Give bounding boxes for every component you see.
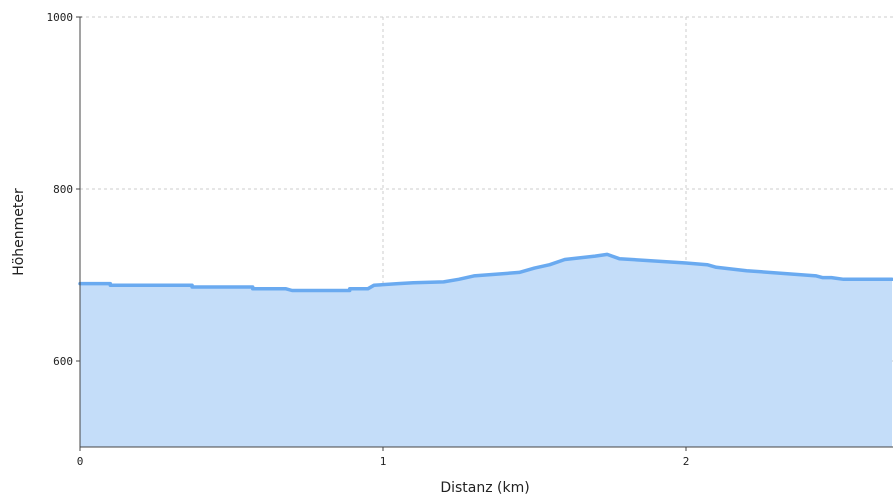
x-tick-label: 2: [683, 455, 690, 468]
tick-labels: 600 800 1000 0 1 2: [47, 11, 690, 468]
y-tick-label: 600: [53, 355, 73, 368]
x-axis-title: Distanz (km): [440, 480, 529, 496]
y-tick-label: 1000: [47, 11, 74, 24]
elevation-area: [80, 254, 892, 447]
elevation-line: [78, 252, 893, 293]
axes: [76, 16, 893, 451]
x-tick-label: 1: [380, 455, 387, 468]
y-tick-label: 800: [53, 183, 73, 196]
y-axis-title: Höhenmeter: [11, 188, 27, 276]
x-tick-label: 0: [77, 455, 84, 468]
